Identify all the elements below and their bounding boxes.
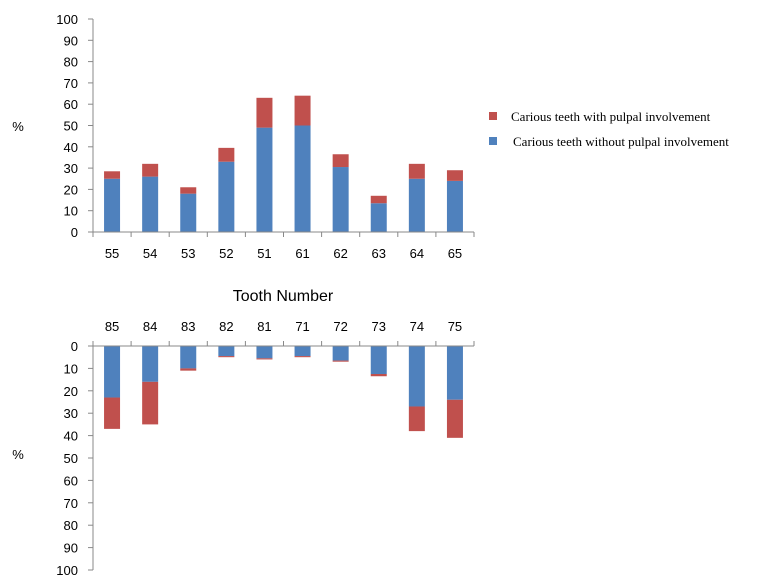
x-tick-label-74: 74	[410, 319, 424, 334]
y-tick-label: 50	[64, 451, 78, 466]
y-tick-label: 40	[64, 429, 78, 444]
x-tick-label-81: 81	[257, 319, 271, 334]
bar-81-without-pulpal	[256, 346, 273, 359]
bar-61-with-pulpal	[294, 95, 311, 126]
bar-73-without-pulpal	[370, 346, 387, 374]
bottom-y-ticks: 0 10 20 30 40 50 60 70 80 90 100	[56, 339, 93, 575]
bar-55-with-pulpal	[104, 171, 121, 179]
y-tick-label: 20	[64, 182, 78, 197]
x-tick-label-75: 75	[448, 319, 462, 334]
bar-84-with-pulpal	[142, 381, 159, 425]
y-tick-label: 100	[56, 563, 78, 575]
y-tick-label: 90	[64, 541, 78, 556]
bar-53-without-pulpal	[180, 193, 197, 232]
bar-72-with-pulpal	[332, 360, 349, 362]
bar-82-without-pulpal	[218, 346, 235, 357]
x-tick-label-61: 61	[295, 246, 309, 261]
bar-85-with-pulpal	[104, 397, 121, 429]
x-tick-label-72: 72	[333, 319, 347, 334]
y-tick-label: 80	[64, 518, 78, 533]
bar-54-without-pulpal	[142, 176, 159, 232]
y-tick-label: 70	[64, 496, 78, 511]
bar-84-without-pulpal	[142, 346, 159, 382]
bar-74-with-pulpal	[408, 406, 425, 432]
bar-52-with-pulpal	[218, 147, 235, 162]
bar-73-with-pulpal	[370, 374, 387, 377]
bar-64-without-pulpal	[408, 178, 425, 232]
x-tick-label-65: 65	[448, 246, 462, 261]
top-x-ticks: 55 54 53 52 51 61 62 63 64 65	[92, 232, 475, 261]
bar-75-with-pulpal	[446, 399, 463, 438]
bar-83-with-pulpal	[180, 368, 197, 371]
bottom-bars	[104, 346, 463, 438]
y-tick-label: 60	[64, 97, 78, 112]
bar-63-with-pulpal	[370, 195, 387, 204]
bar-51-with-pulpal	[256, 97, 273, 128]
x-tick-label-54: 54	[143, 246, 157, 261]
bottom-x-ticks: 85 84 83 82 81 71 72 73 74 75	[92, 319, 475, 346]
x-tick-label-84: 84	[143, 319, 157, 334]
bar-74-without-pulpal	[408, 346, 425, 407]
y-tick-label: 100	[56, 12, 78, 27]
x-tick-label-64: 64	[410, 246, 424, 261]
bar-54-with-pulpal	[142, 163, 159, 177]
y-tick-label: 10	[64, 204, 78, 219]
x-tick-label-83: 83	[181, 319, 195, 334]
bar-82-with-pulpal	[218, 356, 235, 358]
bar-52-without-pulpal	[218, 161, 235, 232]
bar-72-without-pulpal	[332, 346, 349, 361]
x-tick-label-63: 63	[372, 246, 386, 261]
bar-55-without-pulpal	[104, 178, 121, 232]
y-tick-label: 90	[64, 33, 78, 48]
y-tick-label: 50	[64, 119, 78, 134]
y-tick-label: 0	[71, 339, 78, 354]
y-tick-label: 20	[64, 384, 78, 399]
legend-label-pulpal: Carious teeth with pulpal involvement	[511, 109, 711, 124]
top-y-ticks: 0 10 20 30 40 50 60 70 80 90 100	[56, 12, 93, 240]
y-tick-label: 40	[64, 140, 78, 155]
bar-64-with-pulpal	[408, 163, 425, 179]
legend-swatch-no-pulpal	[489, 137, 497, 145]
legend: Carious teeth with pulpal involvement Ca…	[489, 109, 729, 149]
bar-83-without-pulpal	[180, 346, 197, 369]
x-axis-title: Tooth Number	[233, 288, 334, 305]
x-tick-label-73: 73	[372, 319, 386, 334]
top-y-axis-title: %	[12, 119, 24, 134]
bar-65-with-pulpal	[446, 170, 463, 181]
y-tick-label: 30	[64, 161, 78, 176]
y-tick-label: 70	[64, 76, 78, 91]
bar-75-without-pulpal	[446, 346, 463, 400]
y-tick-label: 0	[71, 225, 78, 240]
top-bars	[104, 95, 463, 232]
lower-teeth-chart: Tooth Number % 0 10 20 30 40 50 60 70 80 90 100 85…	[12, 288, 475, 575]
bar-81-with-pulpal	[256, 358, 273, 360]
bar-65-without-pulpal	[446, 180, 463, 232]
y-tick-label: 10	[64, 361, 78, 376]
bar-71-with-pulpal	[294, 356, 311, 358]
x-tick-label-52: 52	[219, 246, 233, 261]
x-tick-label-82: 82	[219, 319, 233, 334]
x-tick-label-62: 62	[333, 246, 347, 261]
bar-61-without-pulpal	[294, 125, 311, 232]
legend-swatch-pulpal	[489, 112, 497, 120]
bar-85-without-pulpal	[104, 346, 121, 398]
y-tick-label: 60	[64, 473, 78, 488]
x-tick-label-53: 53	[181, 246, 195, 261]
bottom-y-axis-title: %	[12, 447, 24, 462]
bar-71-without-pulpal	[294, 346, 311, 357]
bar-53-with-pulpal	[180, 187, 197, 194]
bar-62-with-pulpal	[332, 154, 349, 168]
y-tick-label: 80	[64, 55, 78, 70]
y-tick-label: 30	[64, 406, 78, 421]
x-tick-label-51: 51	[257, 246, 271, 261]
legend-label-no-pulpal: Carious teeth without pulpal involvement	[513, 134, 729, 149]
bar-63-without-pulpal	[370, 203, 387, 232]
x-tick-label-55: 55	[105, 246, 119, 261]
upper-teeth-chart: % 0 10 20 30 40 50 60 70 80 90 100 55 54 53 52 51 61 62 6…	[12, 12, 475, 261]
bar-51-without-pulpal	[256, 127, 273, 232]
x-tick-label-71: 71	[295, 319, 309, 334]
bar-62-without-pulpal	[332, 167, 349, 232]
x-tick-label-85: 85	[105, 319, 119, 334]
